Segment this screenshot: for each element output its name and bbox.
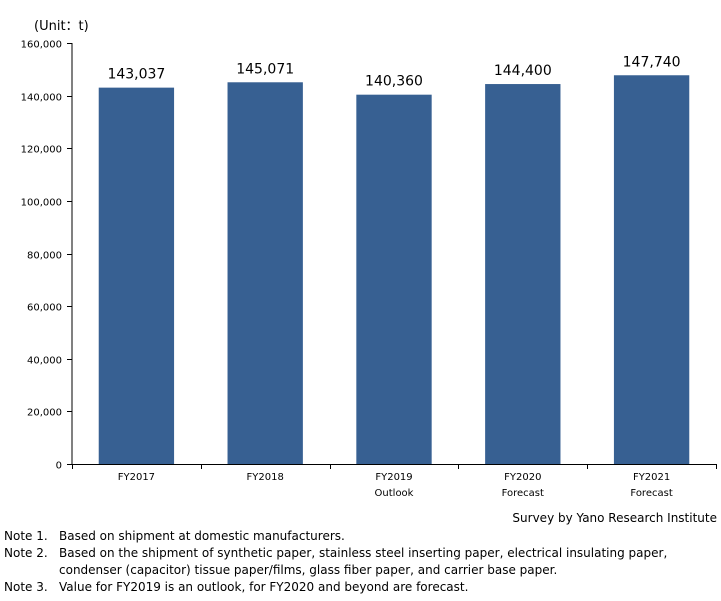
source-credit: Survey by Yano Research Institute	[512, 511, 717, 525]
note-2-text: Based on the shipment of synthetic paper…	[59, 546, 668, 560]
y-tick-label: 20,000	[27, 408, 62, 419]
x-tick-sublabel: Forecast	[502, 488, 544, 499]
note-1-text: Based on shipment at domestic manufactur…	[59, 529, 345, 543]
data-label: 143,037	[107, 67, 165, 83]
notes: Note 1. Based on shipment at domestic ma…	[4, 528, 667, 596]
data-label: 140,360	[365, 74, 423, 90]
bar-fy2017	[98, 87, 175, 464]
note-3-text: Value for FY2019 is an outlook, for FY20…	[59, 580, 469, 594]
x-tick-sublabel: Forecast	[630, 488, 672, 499]
bar-fy2021	[613, 75, 690, 464]
note-3: Note 3. Value for FY2019 is an outlook, …	[4, 579, 667, 596]
note-2-text-continued: condenser (capacitor) tissue paper/films…	[59, 563, 558, 577]
x-tick-label: FY2019	[375, 472, 412, 483]
bar-fy2018	[227, 82, 303, 465]
y-tick-label: 140,000	[21, 93, 62, 104]
bar-chart: 0 20,000 40,000 60,000 80,000 100,000 120,000 1…	[21, 40, 717, 499]
data-label: 147,740	[623, 54, 681, 70]
x-tick-label: FY2017	[118, 472, 155, 483]
data-label: 144,400	[494, 63, 552, 79]
y-tick-label: 100,000	[21, 198, 62, 209]
note-3-label: Note 3.	[4, 580, 48, 594]
y-tick-label: 60,000	[27, 303, 62, 314]
bars: 143,037 145,071 140,360 144,400 147,740	[98, 54, 690, 465]
data-label: 145,071	[236, 61, 294, 77]
note-2: Note 2. Based on the shipment of synthet…	[4, 545, 667, 562]
bar-fy2020	[485, 84, 561, 465]
x-tick-label: FY2018	[247, 472, 284, 483]
y-tick-label: 80,000	[27, 251, 62, 262]
x-tick-sublabel: Outlook	[375, 488, 414, 499]
y-tick-label: 0	[56, 461, 62, 472]
note-1: Note 1. Based on shipment at domestic ma…	[4, 528, 667, 545]
y-tick-label: 160,000	[21, 40, 62, 51]
x-tick-label: FY2020	[504, 472, 541, 483]
unit-label: (Unit：t)	[34, 19, 89, 34]
x-tick-label: FY2021	[633, 472, 670, 483]
x-axis: FY2017 FY2018 FY2019 Outlook FY2020 Forecast F…	[72, 464, 717, 499]
y-tick-label: 120,000	[21, 145, 62, 156]
bar-fy2019	[356, 94, 432, 465]
note-2-label: Note 2.	[4, 546, 48, 560]
note-1-label: Note 1.	[4, 529, 48, 543]
y-tick-label: 40,000	[27, 356, 62, 367]
y-axis: 0 20,000 40,000 60,000 80,000 100,000 120,000 1…	[21, 40, 73, 472]
